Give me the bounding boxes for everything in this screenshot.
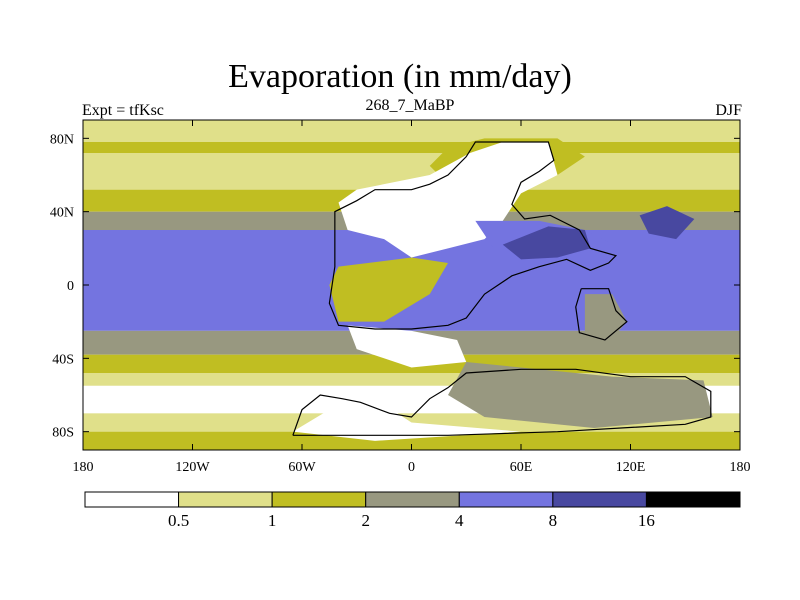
region-north-continent-land xyxy=(338,142,558,258)
colorbar-swatch-5 xyxy=(552,491,647,508)
region-tethys-sea-core xyxy=(502,226,591,260)
zonal-band-0 xyxy=(83,120,740,142)
colorbar-swatch-0 xyxy=(84,491,180,508)
x-tick-label-4: 60E xyxy=(510,460,533,475)
y-axis: 80N 40N 0 40S 80S xyxy=(50,132,740,441)
x-tick-label-6: 180 xyxy=(730,460,751,475)
x-tick-label-0: 180 xyxy=(73,460,94,475)
region-equatorial-land xyxy=(329,257,448,322)
coastlines xyxy=(292,141,712,436)
colorbar-label-4: 8 xyxy=(549,511,558,530)
colorbar-label-0: 0.5 xyxy=(168,511,189,530)
colorbar-label-3: 4 xyxy=(455,511,464,530)
x-tick-label-3: 0 xyxy=(408,460,415,475)
colorbar-swatch-2 xyxy=(271,491,367,508)
y-tick-label-1: 40N xyxy=(50,206,74,221)
region-east-pacific-high xyxy=(639,206,695,240)
colorbar-label-5: 16 xyxy=(638,511,655,530)
colorbar-swatch-6 xyxy=(645,491,741,508)
colorbar-swatch-4 xyxy=(458,491,554,508)
y-tick-label-0: 80N xyxy=(50,132,74,147)
y-tick-label-2: 0 xyxy=(67,279,74,294)
colorbar-swatch-1 xyxy=(178,491,273,508)
zonal-band-1 xyxy=(83,142,740,153)
colorbar-label-1: 1 xyxy=(268,511,277,530)
region-east-islands xyxy=(584,294,627,350)
zonal-band-11 xyxy=(83,431,740,450)
x-tick-label-2: 60W xyxy=(288,460,316,475)
x-tick-label-1: 120W xyxy=(175,460,210,475)
region-southern-land-rim xyxy=(448,362,713,428)
case-label: 268_7_MaBP xyxy=(365,97,455,114)
y-tick-label-4: 80S xyxy=(52,426,74,441)
colorbar-label-2: 2 xyxy=(361,511,370,530)
coastline-2 xyxy=(575,288,628,341)
colorbar: 0.5 1 2 4 8 16 xyxy=(84,491,741,530)
region-southern-land-interior xyxy=(347,325,467,368)
region-antarctic-land xyxy=(292,398,521,441)
x-tick-label-5: 120E xyxy=(616,460,646,475)
season-label: DJF xyxy=(715,102,742,119)
y-tick-label-3: 40S xyxy=(52,352,74,367)
coastline-1 xyxy=(292,368,712,436)
experiment-label: Expt = tfKsc xyxy=(82,102,164,119)
regions xyxy=(292,138,713,441)
colorbar-swatch-3 xyxy=(365,491,460,508)
x-axis: 180 120W 60W 0 60E 120E 180 xyxy=(73,120,751,475)
coastline-0 xyxy=(328,141,618,330)
chart-title: Evaporation (in mm/day) xyxy=(228,58,572,95)
